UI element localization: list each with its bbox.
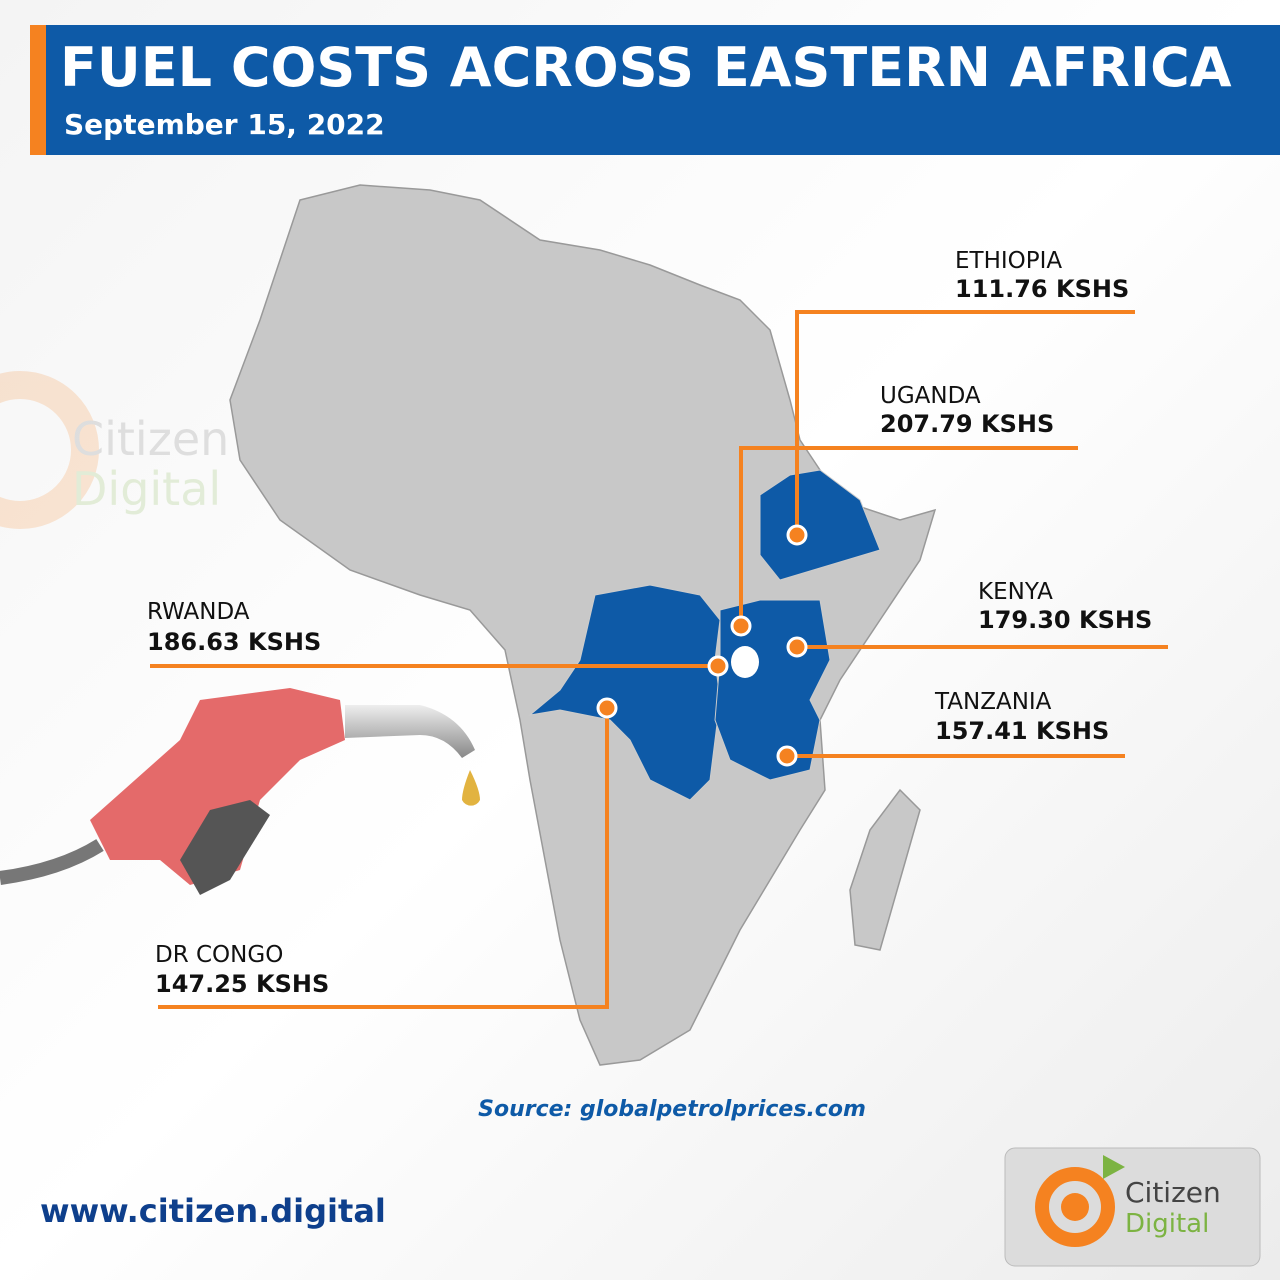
nozzle-body: [90, 688, 345, 885]
hose: [0, 839, 104, 885]
leader-line: [739, 446, 1078, 626]
title: FUEL COSTS ACROSS EASTERN AFRICA: [60, 36, 1232, 99]
header-accent: [30, 25, 46, 155]
country-price: 147.25 KSHS: [155, 970, 329, 998]
country-name: DR CONGO: [155, 942, 283, 968]
watermark-icon: [0, 371, 99, 529]
logo-line1: Citizen: [1125, 1176, 1221, 1209]
source: Source: globalpetrolprices.com: [478, 1097, 866, 1122]
nozzle-spout: [345, 705, 475, 758]
country-name: ETHIOPIA: [955, 248, 1062, 274]
country-name: RWANDA: [147, 599, 250, 625]
leader-line: [795, 310, 1135, 535]
logo-ring: [1035, 1167, 1115, 1247]
marker: [786, 636, 808, 658]
marker: [730, 615, 752, 637]
date: September 15, 2022: [64, 108, 385, 141]
marker: [776, 745, 798, 767]
country-price: 207.79 KSHS: [880, 410, 1054, 438]
logo-line2: Digital: [1125, 1209, 1209, 1239]
fuel-nozzle: [0, 688, 480, 895]
ethiopia-region: [759, 469, 881, 581]
country-name: UGANDA: [880, 383, 981, 409]
country-name: TANZANIA: [934, 689, 1052, 715]
madagascar: [849, 788, 921, 951]
nozzle-trigger: [180, 800, 270, 895]
labels: ETHIOPIA 111.76 KSHS UGANDA 207.79 KSHS …: [147, 248, 1152, 998]
watermark: Citizen Digital: [0, 371, 229, 529]
marker: [707, 655, 729, 677]
logo-play: [1103, 1155, 1125, 1179]
country-price: 111.76 KSHS: [955, 275, 1129, 303]
marker: [596, 697, 618, 719]
fuel-drop: [462, 770, 480, 806]
leaders: [150, 310, 1168, 1009]
marker: [786, 524, 808, 546]
country-price: 179.30 KSHS: [978, 606, 1152, 634]
leader-line: [158, 708, 609, 1009]
africa: [229, 184, 937, 1066]
lake-victoria: [731, 646, 759, 678]
logo-globe: [1061, 1193, 1089, 1221]
logo: Citizen Digital: [1004, 1147, 1261, 1267]
header-band: [30, 25, 1280, 155]
country-price: 157.41 KSHS: [935, 717, 1109, 745]
country-price: 186.63 KSHS: [147, 628, 321, 656]
watermark-line1: Citizen: [72, 412, 229, 466]
drc-region: [528, 584, 721, 801]
website: www.citizen.digital: [40, 1192, 386, 1230]
watermark-line2: Digital: [72, 462, 221, 516]
country-name: KENYA: [978, 579, 1053, 605]
